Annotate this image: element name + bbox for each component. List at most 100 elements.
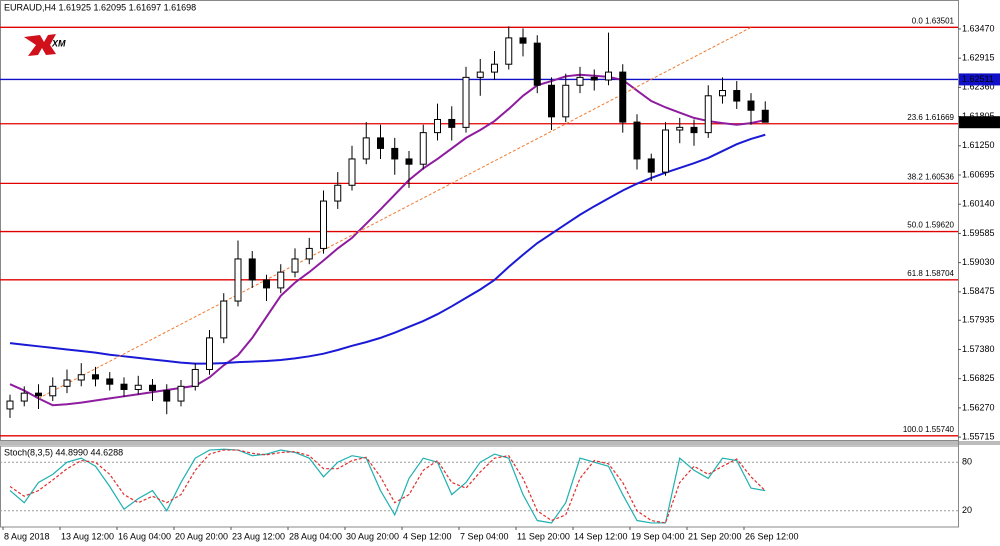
candle-body <box>476 71 484 78</box>
candle-body <box>719 90 726 97</box>
candle-body <box>633 121 641 160</box>
x-tick-label: 30 Aug 20:00 <box>346 531 399 541</box>
candle-body <box>334 184 342 202</box>
candle-body <box>305 247 313 260</box>
candle-body <box>248 258 256 281</box>
candle-body <box>619 71 627 123</box>
stoch-title: Stoch(8,3,5) 44.8990 44.6288 <box>4 447 123 457</box>
candle-body <box>747 100 755 111</box>
candle-body <box>277 271 285 289</box>
indicator-line <box>9 133 766 365</box>
y-tick-label: 1.59030 <box>962 257 995 267</box>
candle-body <box>662 129 669 173</box>
y-tick-label: 1.57935 <box>962 315 995 325</box>
x-tick-label: 4 Sep 12:00 <box>403 531 452 541</box>
x-tick-label: 28 Aug 04:00 <box>289 531 342 541</box>
y-tick-label: 1.60695 <box>962 169 995 179</box>
stoch-line <box>9 449 766 524</box>
fib-label: 38.2 1.60536 <box>907 172 954 181</box>
stoch-line <box>9 448 766 524</box>
candle-body <box>761 109 769 123</box>
candle-body <box>562 84 570 118</box>
candle-body <box>191 368 199 387</box>
candle-body <box>206 337 213 370</box>
stoch-tick-label: 80 <box>962 457 972 467</box>
y-tick-label: 1.58475 <box>962 286 995 296</box>
y-tick-label: 1.57380 <box>962 344 995 354</box>
candle-body <box>106 378 114 385</box>
candle-body <box>134 384 142 390</box>
x-tick-label: 21 Sep 20:00 <box>688 531 742 541</box>
y-tick-label: 1.61805 <box>962 111 995 121</box>
candle-body <box>448 118 456 128</box>
fib-label: 61.8 1.58704 <box>907 269 954 278</box>
x-tick-label: 8 Aug 2018 <box>4 531 50 541</box>
y-tick-label: 1.62360 <box>962 82 995 92</box>
candle-body <box>419 132 427 165</box>
candle-body <box>733 90 741 102</box>
candle-body <box>348 158 356 186</box>
logo-mark <box>24 34 56 56</box>
candle-body <box>548 84 555 118</box>
hline-price-box <box>959 73 1000 86</box>
xm-logo: XM <box>24 34 66 56</box>
candle-body <box>234 258 242 302</box>
candle-body <box>362 137 370 160</box>
candle-body <box>434 118 441 134</box>
trend-line <box>38 26 752 399</box>
fib-label: 100.0 1.55740 <box>903 425 955 434</box>
candle-body <box>590 76 598 81</box>
candle-body <box>405 158 413 165</box>
candle-body <box>20 392 28 402</box>
candle-body <box>92 374 99 380</box>
candle-body <box>77 374 85 381</box>
y-tick-label: 1.59585 <box>962 228 995 238</box>
candle-body <box>505 37 513 65</box>
candle-body <box>149 384 156 392</box>
candle-body <box>647 158 655 173</box>
fib-label: 23.6 1.61669 <box>907 113 954 122</box>
x-tick-label: 20 Aug 20:00 <box>175 531 228 541</box>
current-price-label: 1.61698 <box>962 117 995 127</box>
candle-body <box>676 126 684 131</box>
candle-body <box>35 392 42 397</box>
candle-body <box>533 42 541 86</box>
indicator-line <box>9 73 766 407</box>
y-tick-label: 1.62915 <box>962 53 995 63</box>
x-tick-label: 16 Aug 04:00 <box>118 531 171 541</box>
x-tick-label: 11 Sep 20:00 <box>517 531 570 541</box>
candle-body <box>605 71 612 81</box>
candle-body <box>120 383 128 390</box>
x-tick-label: 26 Sep 12:00 <box>745 531 799 541</box>
x-tick-label: 14 Sep 12:00 <box>574 531 628 541</box>
candle-body <box>462 76 470 128</box>
candle-body <box>263 279 270 289</box>
candle-body <box>690 126 698 134</box>
candle-body <box>291 258 299 273</box>
chart-title: EURAUD,H4 1.61925 1.62095 1.61697 1.6169… <box>4 2 196 12</box>
x-tick-label: 19 Sep 04:00 <box>631 531 685 541</box>
candle-body <box>177 385 185 402</box>
y-tick-label: 1.56270 <box>962 402 995 412</box>
candle-body <box>220 300 228 339</box>
x-tick-label: 7 Sep 04:00 <box>460 531 509 541</box>
hline-price-label: 1.62511 <box>962 74 994 84</box>
candle-body <box>63 379 71 387</box>
y-tick-label: 1.61250 <box>962 140 995 150</box>
candle-body <box>391 147 399 160</box>
y-tick-label: 1.56825 <box>962 373 995 383</box>
x-tick-label: 13 Aug 12:00 <box>61 531 114 541</box>
candle-body <box>491 63 498 73</box>
candle-body <box>519 37 527 44</box>
candle-body <box>704 95 712 134</box>
fib-label: 0.0 1.63501 <box>912 16 955 25</box>
candle-body <box>49 385 57 397</box>
y-tick-label: 1.55715 <box>962 431 995 441</box>
candle-body <box>163 390 171 402</box>
candle-body <box>576 76 584 86</box>
candle-body <box>6 400 14 410</box>
candle-body <box>377 137 384 149</box>
panel-separator <box>0 441 1000 445</box>
